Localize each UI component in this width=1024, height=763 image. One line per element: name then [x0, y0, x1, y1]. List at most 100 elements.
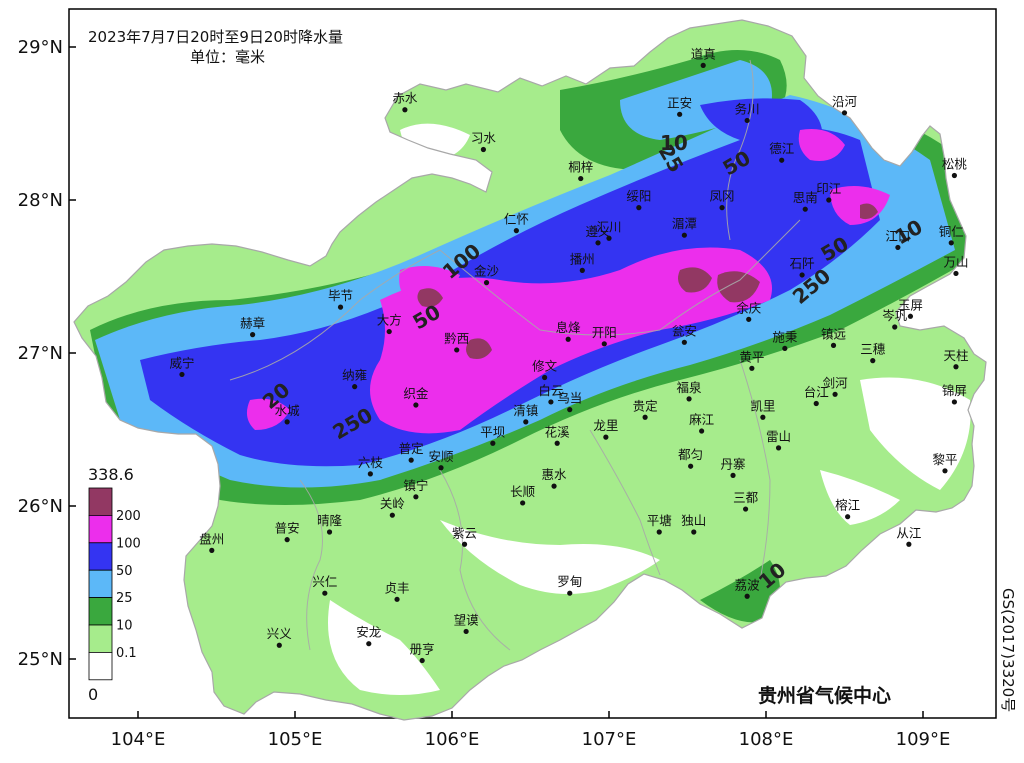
city-dot: [490, 440, 496, 446]
city-label: 松桃: [942, 157, 968, 172]
lat-label: 25°N: [18, 649, 63, 670]
city-dot: [749, 365, 755, 371]
city-label: 荔波: [735, 577, 761, 592]
city-dot: [951, 172, 958, 179]
city-label: 万山: [943, 254, 968, 269]
city-dot: [483, 280, 490, 286]
city-dot: [567, 407, 573, 413]
city-dot: [799, 272, 805, 278]
city-label: 关岭: [380, 496, 405, 511]
city-dot: [337, 304, 344, 310]
city-dot: [841, 110, 848, 116]
legend-swatch: [88, 515, 113, 544]
city-dot: [520, 500, 526, 506]
city-dot: [906, 541, 912, 547]
city-label: 桐梓: [568, 160, 593, 175]
city-label: 湄潭: [672, 216, 697, 231]
city-label: 麻江: [689, 412, 714, 427]
city-dot: [760, 414, 766, 420]
city-label: 安龙: [356, 625, 381, 640]
city-label: 修文: [532, 358, 558, 373]
city-dot: [907, 313, 914, 319]
city-dot: [636, 205, 642, 211]
city-label: 三都: [733, 490, 759, 505]
city-dot: [775, 445, 782, 451]
city-dot: [523, 419, 529, 425]
city-dot: [742, 506, 749, 512]
city-label: 开阳: [592, 325, 617, 340]
city-label: 贵定: [633, 398, 658, 413]
city-label: 剑河: [823, 375, 849, 390]
city-label: 六枝: [358, 455, 384, 470]
lon-label: 105°E: [268, 729, 323, 750]
lon-label: 107°E: [582, 729, 637, 750]
city-label: 晴隆: [317, 513, 343, 528]
city-label: 织金: [403, 386, 429, 401]
city-dot: [276, 642, 282, 648]
city-dot: [700, 62, 706, 68]
map-approval-number: GS(2017)3320号: [999, 588, 1017, 712]
lon-label: 109°E: [896, 729, 951, 750]
city-dot: [746, 316, 752, 322]
legend-swatch: [88, 569, 113, 599]
city-dot: [892, 324, 898, 330]
city-dot: [730, 472, 736, 478]
city-label: 都匀: [678, 447, 703, 462]
city-dot: [438, 465, 444, 471]
city-label: 三穗: [860, 342, 886, 357]
legend-level: 200: [116, 509, 141, 524]
legend-level: 50: [116, 564, 133, 579]
city-label: 大方: [377, 313, 402, 328]
city-label: 雷山: [766, 429, 791, 444]
city-label: 凤冈: [710, 189, 735, 204]
city-dot: [463, 628, 469, 635]
city-label: 汇川: [596, 219, 621, 234]
lat-label: 29°N: [18, 37, 63, 58]
city-dot: [413, 494, 419, 500]
city-label: 习水: [471, 131, 497, 146]
city-label: 从江: [896, 525, 921, 540]
city-dot: [826, 197, 832, 203]
city-dot: [942, 468, 948, 474]
city-dot: [719, 205, 725, 211]
city-label: 瓮安: [672, 323, 697, 338]
legend-swatch: [88, 542, 113, 571]
city-label: 岑巩: [882, 308, 908, 323]
city-label: 榕江: [835, 498, 860, 513]
city-label: 平坝: [480, 424, 505, 439]
city-dot: [565, 336, 571, 342]
city-dot: [480, 146, 486, 153]
city-label: 黎平: [932, 452, 957, 467]
province-border: [73, 19, 987, 721]
city-dot: [845, 514, 851, 520]
contour-label: 10: [660, 131, 688, 155]
city-label: 毕节: [328, 288, 353, 303]
city-dot: [744, 117, 750, 124]
city-label: 金沙: [474, 264, 500, 279]
city-dot: [677, 111, 683, 117]
lat-label: 26°N: [18, 496, 63, 517]
city-dot: [691, 529, 697, 535]
city-label: 仁怀: [504, 212, 529, 227]
legend: 338.6 0 200 100 50 25 10 0.1: [88, 465, 141, 704]
city-label: 台江: [804, 384, 829, 399]
city-label: 福泉: [677, 380, 703, 395]
city-label: 兴仁: [312, 574, 337, 589]
city-dot: [250, 332, 256, 338]
city-dot: [832, 391, 838, 397]
city-label: 绥阳: [626, 189, 651, 204]
city-dot: [579, 267, 585, 273]
city-label: 水城: [275, 403, 301, 418]
city-label: 独山: [681, 513, 706, 528]
city-label: 锦屏: [942, 383, 967, 398]
precipitation-field: [74, 20, 986, 720]
legend-level: 25: [116, 591, 133, 606]
legend-swatch: [88, 597, 113, 626]
city-dot: [744, 593, 750, 599]
city-dot: [367, 471, 373, 477]
city-label: 赫章: [240, 316, 265, 331]
lon-label: 108°E: [739, 729, 794, 750]
map-unit: 单位：毫米: [190, 48, 265, 66]
